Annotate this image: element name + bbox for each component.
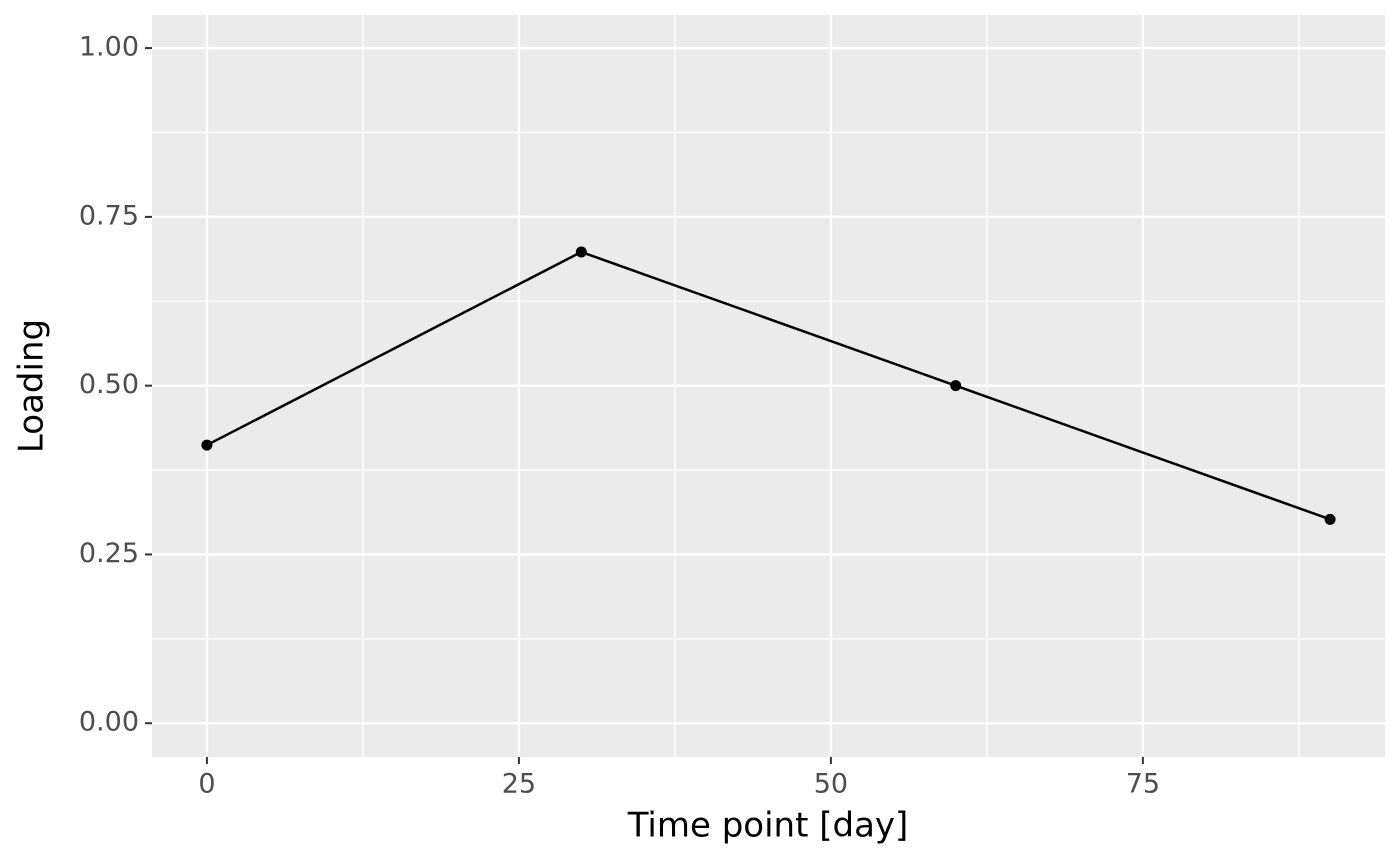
point [201, 439, 213, 451]
grid [152, 15, 1385, 757]
y-axis-title: Loading [12, 319, 52, 453]
y-tick-label: 0.50 [79, 369, 139, 400]
plot-area [201, 246, 1336, 525]
point [950, 380, 962, 392]
x-tick-label: 0 [198, 769, 215, 800]
point [575, 246, 587, 258]
y-tick-label: 0.00 [79, 707, 139, 738]
x-tick-label: 50 [814, 769, 848, 800]
y-tick-label: 1.00 [79, 32, 139, 63]
y-tick-label: 0.75 [79, 200, 139, 231]
x-axis-title: Time point [day] [627, 806, 909, 846]
line [206, 250, 1331, 521]
x-tick-label: 25 [502, 769, 536, 800]
y-tick-label: 0.25 [79, 538, 139, 569]
x-tick-label: 75 [1126, 769, 1160, 800]
point [1324, 513, 1336, 525]
